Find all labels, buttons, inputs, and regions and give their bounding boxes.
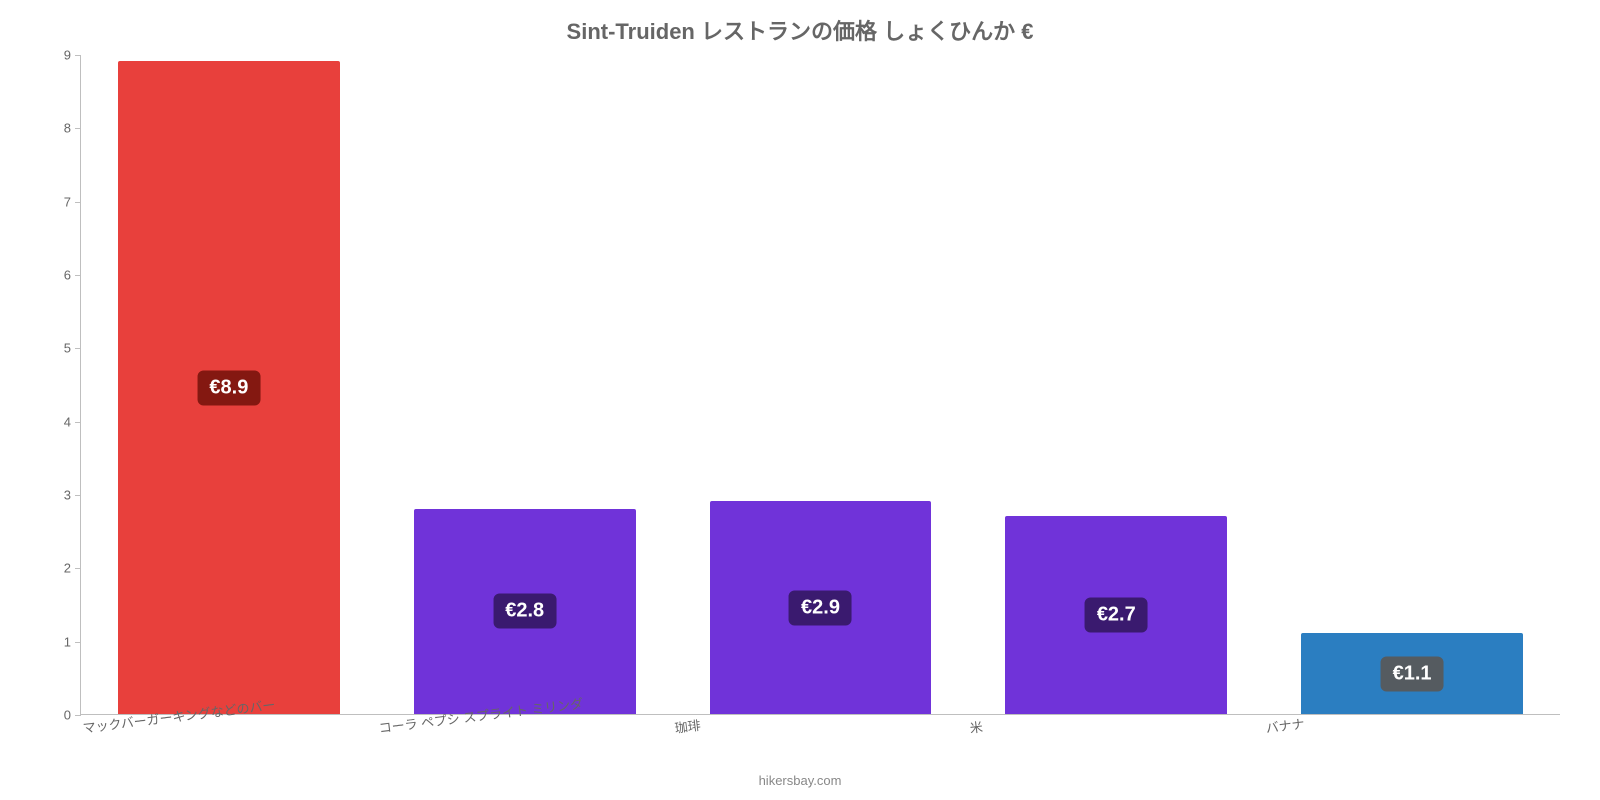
y-tick-label: 2	[64, 561, 71, 576]
value-badge: €1.1	[1381, 656, 1444, 691]
value-badge: €2.8	[493, 594, 556, 629]
y-tick-label: 4	[64, 414, 71, 429]
y-tick-label: 6	[64, 268, 71, 283]
y-tick-label: 0	[64, 708, 71, 723]
bar-slot: €1.1バナナ	[1264, 55, 1560, 714]
y-tick-label: 1	[64, 634, 71, 649]
y-tick-label: 3	[64, 488, 71, 503]
y-tick-label: 5	[64, 341, 71, 356]
y-tick-mark	[75, 715, 81, 716]
bar-slot: €8.9マックバーガーキングなどのバー	[81, 55, 377, 714]
attribution-text: hikersbay.com	[0, 773, 1600, 788]
y-tick-label: 7	[64, 194, 71, 209]
chart-title: Sint-Truiden レストランの価格 しょくひんか €	[0, 14, 1600, 46]
x-axis-label: バナナ	[1265, 713, 1306, 737]
value-badge: €8.9	[197, 370, 260, 405]
bar-slot: €2.9珈琲	[673, 55, 969, 714]
chart-container: Sint-Truiden レストランの価格 しょくひんか € 0 1 2 3 4 5 6 7 8…	[0, 0, 1600, 800]
value-badge: €2.9	[789, 590, 852, 625]
y-tick-label: 8	[64, 121, 71, 136]
bars-group: €8.9マックバーガーキングなどのバー€2.8コーラ ペプシ スプライト ミリン…	[81, 55, 1560, 714]
value-badge: €2.7	[1085, 598, 1148, 633]
bar-slot: €2.7米	[968, 55, 1264, 714]
x-axis-label: 米	[969, 716, 984, 736]
plot-area: 0123456789 €8.9マックバーガーキングなどのバー€2.8コーラ ペプ…	[80, 55, 1560, 715]
x-axis-label: 珈琲	[673, 715, 701, 737]
y-tick-label: 9	[64, 48, 71, 63]
bar-slot: €2.8コーラ ペプシ スプライト ミリンダ	[377, 55, 673, 714]
